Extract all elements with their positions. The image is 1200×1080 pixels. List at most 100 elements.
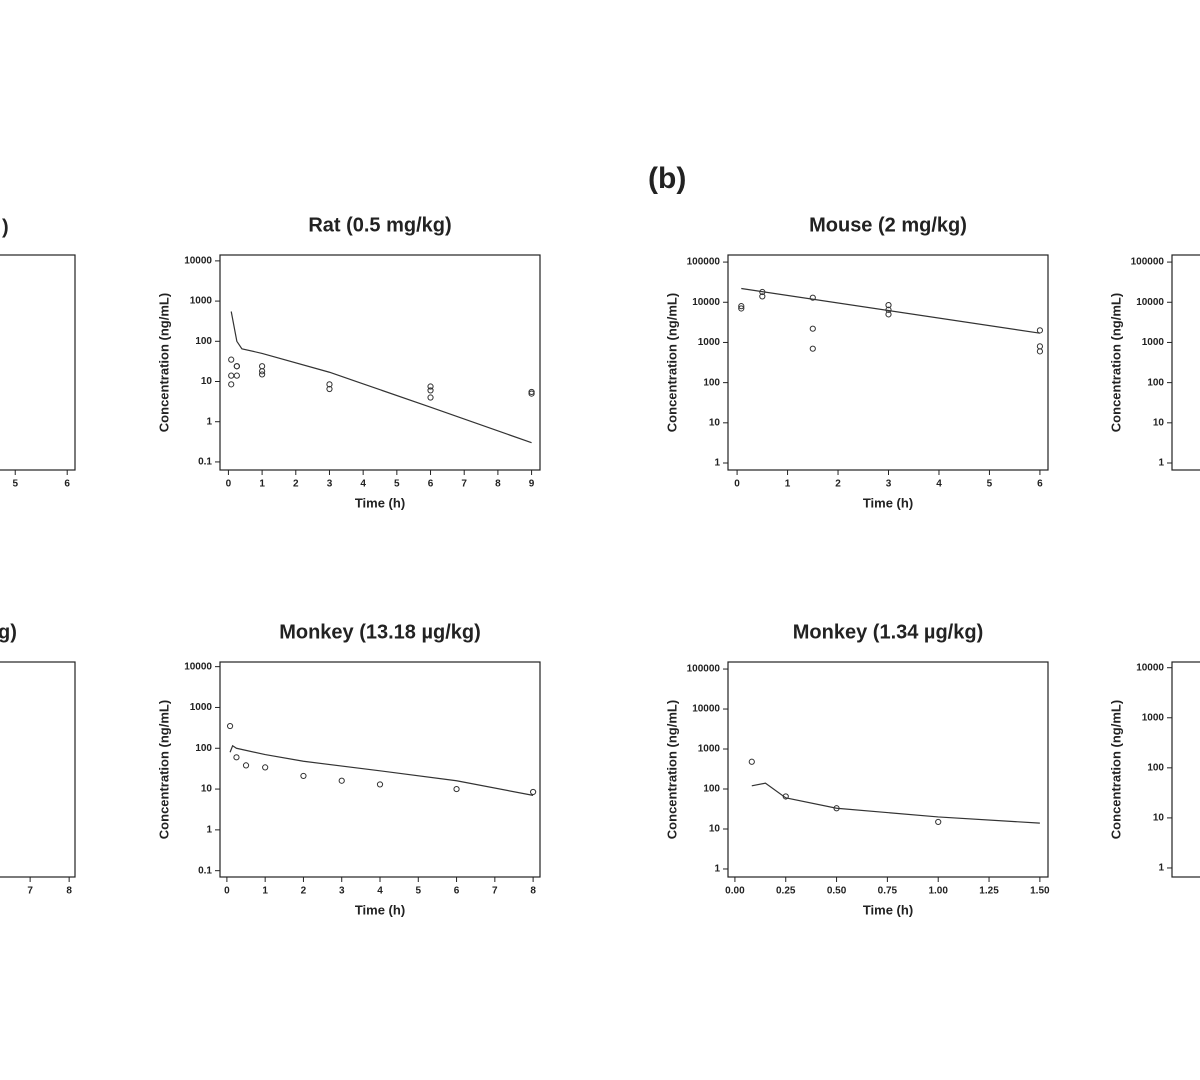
x-tick-label: 0.50 [827,886,847,897]
observed-point [300,772,307,780]
y-tick-label: 1000 [698,744,721,755]
observed-point [326,385,333,393]
y-tick-label: 10000 [1136,297,1164,308]
x-tick-label: 6 [428,479,434,490]
y-tick-label: 1 [714,864,720,875]
observed-point [833,805,840,812]
observed-point [809,325,816,332]
observed-point [530,788,537,796]
observed-point [233,754,240,761]
x-tick-label: 6 [1037,479,1043,490]
x-tick-label: 0.25 [776,886,796,897]
observed-point [228,381,235,388]
plot-frame [727,254,1049,471]
x-axis-label: Time (h) [863,902,913,917]
y-tick-label: 10 [201,376,213,387]
plot-frame [727,661,1049,878]
observed-point [233,363,240,370]
x-axis-label: Time (h) [355,495,405,510]
plot-frame [1171,661,1200,878]
observed-point [809,345,816,352]
x-tick-label: 0.00 [725,886,745,897]
observed-point [427,394,434,401]
x-tick-label: 2 [835,479,841,490]
x-tick-label: 8 [530,886,536,897]
x-tick-label: 0 [226,479,232,490]
y-tick-label: 10 [1153,813,1165,824]
plot-frame [219,254,541,471]
y-axis-label: Concentration (ng/mL) [156,700,171,839]
y-tick-label: 10000 [692,704,720,715]
y-tick-label: 10000 [184,256,212,267]
x-axis-label: Time (h) [863,495,913,510]
x-tick-label: 5 [415,886,421,897]
observed-point [748,758,755,765]
x-tick-label: 6 [64,479,70,490]
x-tick-label: 4 [377,886,383,897]
observed-point [885,306,892,313]
x-tick-label: 1.25 [979,886,999,897]
observed-point [528,390,535,397]
observed-point [338,777,345,784]
observed-point [809,294,816,301]
y-tick-label: 100000 [687,664,721,675]
y-tick-label: 100 [195,336,212,347]
observed-point [738,303,745,310]
observed-point [782,793,789,800]
x-tick-label: 5 [394,479,400,490]
chart-title: Monkey (13.18 µg/kg) [279,621,481,643]
plot-frame [0,661,76,878]
x-tick-label: 4 [360,479,366,490]
y-tick-label: 1000 [190,296,213,307]
y-tick-label: 100 [1147,762,1164,773]
observed-point [453,785,460,793]
model-line [229,744,534,796]
observed-point [1036,348,1044,355]
observed-point [738,305,745,312]
chart-title: g) [0,621,17,643]
y-tick-label: 100000 [1131,257,1165,268]
y-tick-label: 100000 [687,257,721,268]
y-tick-label: 100 [1147,377,1164,388]
y-tick-label: 100 [195,743,212,754]
x-tick-label: 0 [734,479,740,490]
observed-point [427,383,434,390]
y-axis-label: Concentration (ng/mL) [664,293,679,432]
y-tick-label: 1 [714,458,720,469]
x-tick-label: 0 [224,886,230,897]
model-line [751,782,1040,824]
chart-title: Mouse (2 mg/kg) [809,214,967,236]
observed-point [759,288,766,296]
y-axis-label: Concentration (ng/mL) [156,293,171,432]
observed-point [885,311,892,318]
y-tick-label: 100 [703,784,720,795]
x-tick-label: 1 [259,479,265,490]
y-tick-label: 10000 [184,661,212,672]
y-tick-label: 0.1 [198,457,212,468]
model-line [230,311,532,444]
observed-point [326,381,333,388]
y-tick-label: 1 [1158,458,1164,469]
x-tick-label: 8 [66,886,72,897]
x-axis-label: Time (h) [355,902,405,917]
x-tick-label: 9 [529,479,535,490]
y-tick-label: 10000 [692,297,720,308]
x-tick-label: 7 [27,886,33,897]
chart-title: Monkey (1.34 µg/kg) [793,621,983,643]
y-tick-label: 1 [206,825,212,836]
plot-frame [0,254,76,471]
x-tick-label: 6 [454,886,460,897]
x-tick-label: 0.75 [878,886,898,897]
observed-point [228,356,235,363]
x-tick-label: 5 [987,479,993,490]
y-axis-label: Concentration (ng/mL) [1108,700,1123,839]
x-tick-label: 7 [492,886,498,897]
x-tick-label: 1 [785,479,791,490]
x-tick-label: 7 [461,479,467,490]
x-tick-label: 1 [262,886,268,897]
y-tick-label: 10 [709,824,721,835]
observed-point [1036,327,1044,334]
y-tick-label: 0.1 [198,865,212,876]
